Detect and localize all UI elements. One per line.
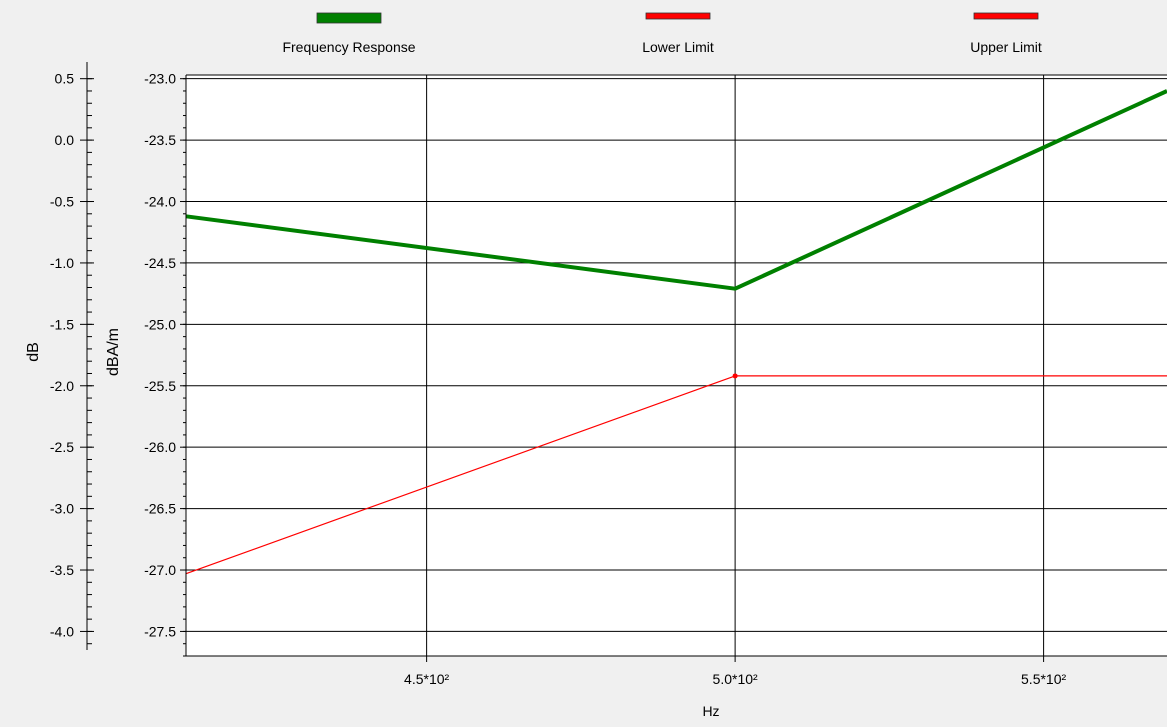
legend-label: Lower Limit	[642, 39, 714, 55]
db-tick-label: -0.5	[50, 194, 74, 210]
y-tick-label: -23.5	[144, 132, 176, 148]
legend-label: Upper Limit	[970, 39, 1042, 55]
db-tick-label: -1.5	[50, 316, 74, 332]
x-tick-label: 4.5*10²	[404, 671, 449, 687]
db-tick-label: 0.5	[55, 71, 75, 87]
y-tick-label: -26.0	[144, 439, 176, 455]
x-tick-label: 5.5*10²	[1021, 671, 1066, 687]
db-tick-label: 0.0	[55, 132, 75, 148]
db-tick-label: -3.0	[50, 501, 74, 517]
legend-swatch	[973, 12, 1039, 20]
y-tick-label: -27.5	[144, 623, 176, 639]
y-axis-right-label: dBA/m	[105, 328, 122, 376]
y-tick-label: -27.0	[144, 562, 176, 578]
y-axis-left-label: dB	[25, 342, 42, 362]
series-layer	[185, 89, 1167, 575]
plot-area	[186, 75, 1167, 656]
y-tick-label: -25.5	[144, 378, 176, 394]
legend-swatch	[645, 12, 711, 20]
x-tick-label: 5.0*10²	[713, 671, 758, 687]
y-tick-label: -23.0	[144, 71, 176, 87]
y-tick-label: -25.0	[144, 316, 176, 332]
y-tick-label: -24.5	[144, 255, 176, 271]
db-tick-label: -2.5	[50, 439, 74, 455]
lower-limit-point	[732, 373, 738, 379]
grid-lines	[186, 75, 1167, 656]
db-tick-label: -1.0	[50, 255, 74, 271]
db-tick-label: -4.0	[50, 623, 74, 639]
db-tick-label: -3.5	[50, 562, 74, 578]
series-line-frequency-response	[185, 89, 1167, 291]
x-axis-ticks: 4.5*10² 5.0*10² 5.5*10²	[404, 656, 1067, 687]
y-axis-left-ticks: 0.5 0.0 -0.5 -1.0 -1.5 -2.0 -2.5 -3.0 -3.5 -4.0	[50, 71, 94, 645]
legend: Frequency Response Lower Limit Upper Limit	[282, 12, 1042, 55]
x-axis-label: Hz	[702, 703, 719, 719]
legend-label: Frequency Response	[282, 39, 415, 55]
y-axis-right-ticks: -23.0 -23.5 -24.0 -24.5 -25.0 -25.5 -26.0 -26.5…	[144, 71, 186, 657]
y-tick-label: -24.0	[144, 194, 176, 210]
db-tick-label: -2.0	[50, 378, 74, 394]
legend-swatch	[316, 12, 382, 24]
y-tick-label: -26.5	[144, 501, 176, 517]
